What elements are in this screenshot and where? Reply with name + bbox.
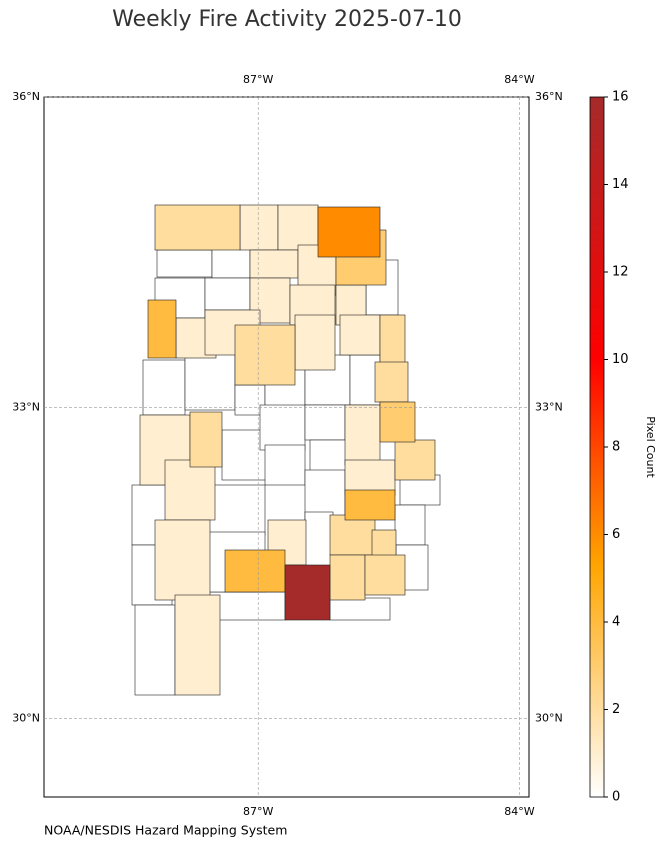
county [329, 597, 391, 621]
county [154, 204, 241, 251]
lat-label: 30°N [535, 711, 563, 724]
county [147, 299, 177, 359]
counties [131, 204, 441, 696]
colorbar [589, 96, 605, 798]
county [184, 349, 236, 411]
lon-label: 84°W [504, 805, 534, 818]
county [329, 554, 366, 601]
county [304, 511, 334, 573]
county [394, 504, 426, 546]
colorbar-tick-label: 6 [612, 527, 620, 542]
county [259, 404, 306, 451]
county [189, 411, 223, 468]
colorbar-tick-label: 8 [612, 440, 620, 455]
lat-label: 36°N [12, 90, 40, 103]
county [277, 204, 319, 251]
lon-label: 87°W [243, 805, 273, 818]
county [364, 554, 406, 596]
colorbar-label: Pixel Count [644, 416, 657, 478]
lat-label: 33°N [535, 401, 563, 414]
colorbar-tick-label: 12 [612, 265, 629, 280]
county [264, 444, 306, 486]
county [234, 324, 296, 386]
county [164, 459, 216, 521]
county [374, 361, 409, 403]
county [394, 439, 436, 481]
lat-label: 33°N [12, 401, 40, 414]
credit: NOAA/NESDIS Hazard Mapping System [44, 823, 287, 838]
county [154, 519, 211, 601]
county [239, 204, 279, 251]
county [344, 404, 381, 466]
county [344, 459, 396, 496]
county [339, 314, 381, 356]
colorbar-tick-label: 10 [612, 352, 629, 367]
colorbar-tick-label: 16 [612, 90, 629, 105]
county [379, 314, 406, 366]
county [249, 249, 299, 279]
county [224, 549, 286, 593]
county [329, 514, 376, 556]
county [174, 594, 221, 696]
map-title: Weekly Fire Activity 2025-07-10 [112, 7, 462, 32]
county [134, 604, 176, 696]
county [156, 249, 213, 278]
lon-label: 87°W [243, 73, 273, 86]
county [294, 314, 336, 371]
county [304, 404, 346, 441]
county [344, 489, 396, 521]
county [317, 206, 381, 258]
county [204, 277, 251, 311]
county [284, 564, 331, 621]
county [304, 469, 346, 521]
lon-label: 84°W [504, 73, 534, 86]
colorbar-tick-label: 2 [612, 702, 620, 717]
lat-label: 36°N [535, 90, 563, 103]
county [379, 401, 416, 443]
colorbar-tick-label: 4 [612, 615, 620, 630]
colorbar-tick-label: 14 [612, 177, 629, 192]
county [142, 359, 186, 416]
colorbar-tick-label: 0 [612, 790, 620, 805]
lat-label: 30°N [12, 711, 40, 724]
